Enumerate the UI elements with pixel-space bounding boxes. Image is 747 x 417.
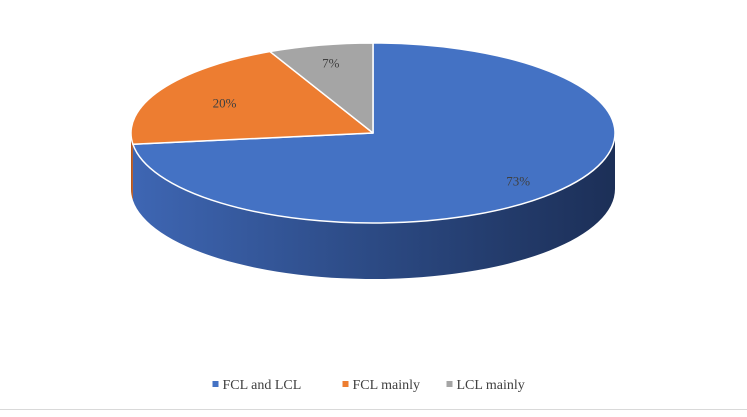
legend-item-lcl-mainly: LCL mainly — [446, 378, 525, 393]
pie-side-fcl-and-lcl — [132, 133, 615, 279]
data-label-fcl-and-lcl: 73% — [506, 174, 530, 189]
legend-item-fcl-and-lcl: FCL and LCL — [212, 378, 302, 393]
data-label-fcl-mainly: 20% — [213, 96, 237, 111]
pie-side-fcl-mainly — [131, 133, 133, 201]
legend-swatch-fcl-mainly — [342, 381, 349, 387]
legend-swatch-lcl-mainly — [446, 381, 453, 387]
pie-slice-fcl-mainly — [130, 50, 374, 146]
legend-item-fcl-mainly: FCL mainly — [342, 378, 421, 393]
legend-swatch-fcl-and-lcl — [212, 381, 219, 387]
pie-slice-fcl-and-lcl — [132, 42, 616, 224]
pie-slice-lcl-mainly — [269, 42, 374, 134]
legend-label-lcl-mainly: LCL mainly — [457, 378, 525, 393]
bottom-border — [0, 409, 747, 410]
legend-label-fcl-mainly: FCL mainly — [353, 378, 421, 393]
data-label-lcl-mainly: 7% — [322, 56, 340, 71]
legend-label-fcl-and-lcl: FCL and LCL — [223, 378, 302, 393]
